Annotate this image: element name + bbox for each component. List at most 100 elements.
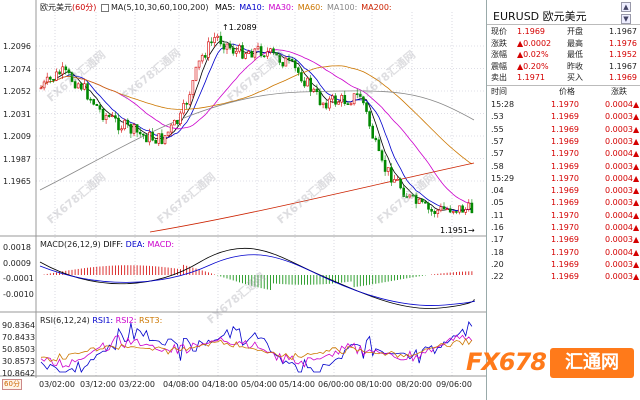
- tick-t: 15:28: [491, 100, 515, 109]
- quote-row: 卖出 1.1971 买入 1.1969: [487, 72, 640, 84]
- time-tick-label: 09/06:00: [436, 380, 472, 389]
- candle-body: [467, 202, 471, 210]
- candle-body: [231, 47, 235, 54]
- tick-row: .58 1.1969 0.0003▲: [487, 161, 640, 173]
- candle-body: [89, 98, 92, 101]
- time-tick-label: 06/00:00: [318, 380, 354, 389]
- time-tick-label: 05/14:00: [279, 380, 315, 389]
- tick-p: 1.1970: [551, 223, 579, 232]
- tick-p: 1.1969: [551, 161, 579, 171]
- price_axis-tick-label: 1.2052: [3, 87, 31, 96]
- collapse-icon[interactable]: ▲: [621, 2, 631, 12]
- candle-body: [185, 103, 188, 105]
- macd-header: MACD(26,12,9) DIFF: DEA: MACD:: [40, 240, 174, 250]
- tick-t: .04: [491, 186, 504, 196]
- tick-c: 0.0003▲: [605, 161, 640, 171]
- candle-body: [451, 211, 455, 213]
- candle-body: [349, 103, 353, 106]
- tick-p: 1.1970: [551, 247, 579, 257]
- tick-t: .55: [491, 124, 504, 134]
- candle-body: [138, 131, 142, 135]
- candle-body: [448, 208, 452, 213]
- candle-body: [182, 103, 185, 114]
- expand-icon[interactable]: ▼: [621, 14, 631, 24]
- rsi_axis-tick-label: 90.8364: [2, 321, 36, 330]
- tick-t: .57: [491, 136, 504, 146]
- candle-body: [430, 208, 433, 212]
- candle-body: [148, 131, 151, 143]
- candle-body: [194, 66, 198, 81]
- tick-row: .57 1.1969 0.0003▲: [487, 136, 640, 148]
- candle-body: [442, 206, 446, 210]
- candle-body: [92, 99, 95, 105]
- candle-body: [408, 194, 412, 198]
- tick-row: .05 1.1969 0.0003▲: [487, 197, 640, 209]
- tick-t: .57: [491, 149, 504, 159]
- rsi1-line: [40, 321, 473, 373]
- rsi1-label: RSI1:: [92, 316, 114, 325]
- candle-body: [52, 79, 55, 81]
- tick-p: 1.1969: [551, 136, 579, 146]
- time-tick-label: 03/22:00: [119, 380, 155, 389]
- ma200-line: [149, 162, 475, 233]
- period-selector-button[interactable]: 60分: [2, 379, 22, 390]
- candle-body: [98, 105, 102, 110]
- rsi3-line: [40, 337, 473, 362]
- candle-body: [377, 139, 381, 152]
- candle-body: [111, 115, 114, 117]
- quote-row: 现价 1.1969 开盘 1.1967: [487, 26, 640, 38]
- quote-l2: 最低: [567, 50, 583, 59]
- candle-body: [95, 103, 99, 106]
- price_axis-tick-label: 1.1965: [3, 177, 31, 186]
- tick-p: 1.1970: [551, 100, 579, 109]
- quote-l1: 涨跌: [491, 38, 507, 48]
- quote-l2: 买入: [567, 73, 583, 82]
- quote-v2: 1.1967: [609, 27, 637, 36]
- candle-body: [191, 80, 195, 95]
- candle-body: [169, 124, 173, 133]
- candle-body: [464, 209, 468, 213]
- tick-c: 0.0004▲: [605, 247, 640, 257]
- ma10-line: [40, 43, 472, 212]
- candle-body: [166, 131, 170, 136]
- tick-row: .53 1.1969 0.0003▲: [487, 111, 640, 123]
- candle-body: [42, 81, 46, 89]
- macd_axis-tick-label: 0.0009: [3, 258, 31, 268]
- candle-body: [290, 59, 294, 61]
- candle-body: [219, 35, 223, 45]
- candle-body: [321, 102, 325, 106]
- quote-title: EURUSD 欧元美元: [493, 10, 587, 23]
- tick-c: 0.0003▲: [605, 186, 640, 196]
- candle-body: [312, 88, 316, 92]
- macd-dea-label: DEA:: [125, 240, 145, 249]
- candle-body: [346, 103, 350, 105]
- candle-body: [48, 76, 52, 80]
- candle-body: [371, 125, 375, 139]
- settings-icon[interactable]: [100, 3, 109, 12]
- candle-body: [309, 77, 313, 92]
- main-chart-header: 欧元美元(60分) MA(5,10,30,60,100,200) MA5: MA1…: [40, 3, 392, 13]
- candle-body: [383, 159, 387, 172]
- tick-row: .16 1.1970 0.0004▲: [487, 222, 640, 234]
- ma-legend-1: MA10:: [239, 3, 265, 12]
- diff-line: [39, 247, 475, 309]
- tick-c: 0.0003▲: [605, 259, 640, 269]
- candle-body: [204, 55, 207, 58]
- price_axis-tick-label: 1.1987: [3, 154, 31, 164]
- quote-row: 震幅 ▲0.20% 昨收 1.1967: [487, 61, 640, 73]
- tick-row: .22 1.1969 0.0003▲: [487, 271, 640, 283]
- rsi_axis-tick-label: 30.8573: [2, 357, 36, 366]
- candle-body: [45, 76, 49, 83]
- candle-body: [160, 133, 164, 144]
- candle-body: [470, 202, 474, 214]
- candle-body: [287, 57, 291, 60]
- rsi-params: RSI(6,12,24): [40, 316, 90, 325]
- ma-legend-0: MA5:: [215, 3, 236, 12]
- quote-v1: ▲0.0002: [517, 38, 552, 48]
- time-tick-label: 08/20:00: [396, 380, 432, 389]
- kline-chart[interactable]: [0, 0, 486, 400]
- candle-body: [458, 205, 461, 213]
- tick-p: 1.1970: [551, 210, 579, 220]
- candle-body: [436, 209, 440, 214]
- tick-row: .11 1.1970 0.0004▲: [487, 210, 640, 222]
